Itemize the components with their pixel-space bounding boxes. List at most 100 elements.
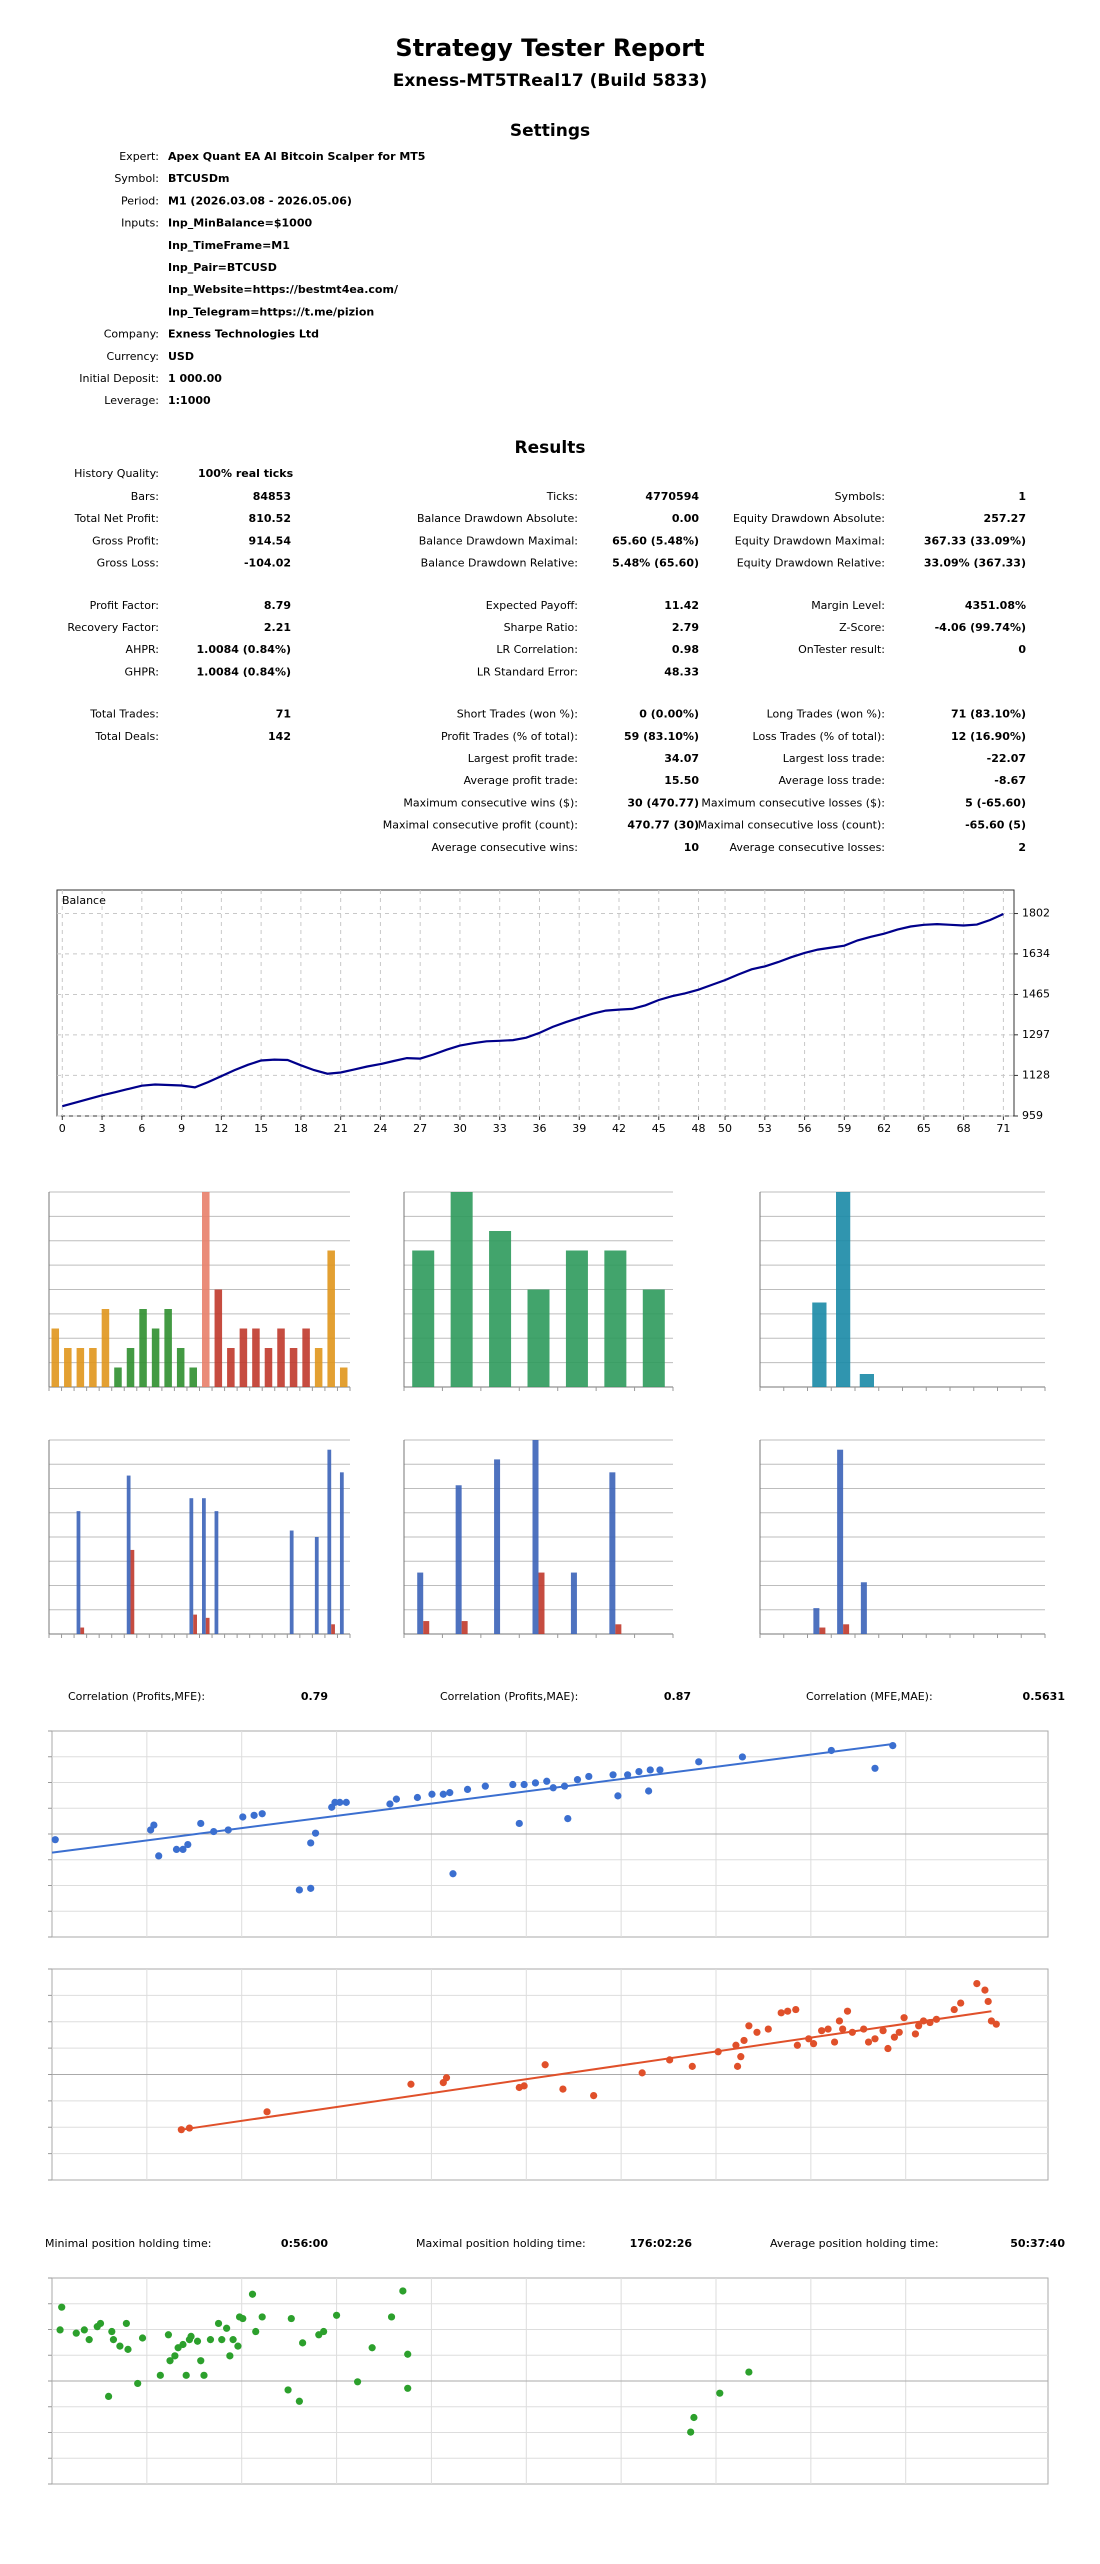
point (386, 1800, 394, 1808)
point (509, 1780, 517, 1789)
bar (314, 1537, 319, 1634)
report-subtitle: Exness-MT5TReal17 (Build 5833) (393, 71, 708, 91)
result-value: 2.79 (672, 621, 699, 634)
result-value: 34.07 (664, 752, 699, 765)
point (573, 1776, 582, 1784)
bar (489, 1231, 512, 1387)
point (687, 2428, 695, 2436)
point (295, 1886, 303, 1894)
bar (836, 1192, 851, 1387)
point (737, 2053, 745, 2061)
stat-label: Average position holding time: (770, 2237, 939, 2250)
point (104, 2392, 113, 2401)
settings-label: Company: (104, 328, 159, 341)
bar (176, 1348, 185, 1387)
settings-label: Inputs: (121, 217, 159, 230)
result-value: -4.06 (99.74%) (935, 621, 1026, 634)
result-label: Balance Drawdown Maximal: (419, 534, 578, 547)
x-tick-label: 45 (652, 1122, 666, 1135)
point (155, 1852, 163, 1860)
point (428, 1790, 436, 1798)
result-label: Maximum consecutive wins ($): (403, 796, 578, 809)
bar (327, 1250, 335, 1387)
stat-label: Correlation (Profits,MAE): (440, 1690, 578, 1703)
bar (339, 1472, 344, 1634)
bar (139, 1309, 147, 1387)
settings-value: Inp_MinBalance=$1000 (168, 217, 312, 230)
point (895, 2028, 903, 2036)
point (792, 2005, 800, 2014)
point (164, 2331, 173, 2339)
bar (239, 1328, 248, 1387)
y-tick-label: 1802 (1022, 907, 1050, 920)
bar (859, 1374, 874, 1387)
result-value: 11.42 (664, 599, 699, 612)
point (287, 2314, 295, 2323)
bar (277, 1328, 285, 1387)
bar (455, 1485, 462, 1634)
point (239, 1813, 247, 1821)
result-value: -65.60 (5) (965, 819, 1026, 832)
bar (331, 1624, 335, 1634)
point (879, 2027, 887, 2035)
point (843, 2007, 852, 2015)
result-value: 914.54 (249, 534, 292, 547)
point (911, 2030, 920, 2038)
point (234, 2342, 242, 2350)
x-tick-label: 65 (917, 1122, 931, 1135)
point (646, 1766, 654, 1774)
bar (76, 1348, 85, 1387)
point (481, 1782, 489, 1790)
point (809, 2040, 818, 2048)
stat-value: 0:56:00 (281, 2237, 328, 2250)
bar (609, 1472, 616, 1634)
result-value: 0 (0.00%) (639, 708, 699, 721)
bar (214, 1289, 223, 1387)
point (342, 1798, 350, 1806)
result-label: Loss Trades (% of total): (753, 730, 885, 743)
result-value: 10 (684, 841, 700, 854)
result-value: 100% real ticks (198, 467, 294, 480)
point (172, 1845, 181, 1854)
result-value: 71 (83.10%) (951, 708, 1026, 721)
x-tick-label: 59 (837, 1122, 851, 1135)
point (716, 2389, 724, 2397)
settings-label: Leverage: (104, 394, 159, 407)
result-label: LR Standard Error: (477, 665, 578, 678)
point (109, 2336, 118, 2344)
point (733, 2062, 742, 2070)
bar (302, 1328, 310, 1387)
result-value: 59 (83.10%) (624, 730, 699, 743)
point (656, 1766, 664, 1774)
point (72, 2329, 80, 2337)
stat-value: 0.87 (664, 1690, 691, 1703)
bar (193, 1614, 197, 1634)
point (248, 2290, 257, 2298)
result-value: 5.48% (65.60) (612, 557, 699, 570)
point (520, 2082, 528, 2090)
bar (450, 1192, 473, 1387)
result-label: Average consecutive wins: (431, 841, 578, 854)
bar (837, 1449, 844, 1634)
stat-label: Maximal position holding time: (416, 2237, 586, 2250)
bar (151, 1328, 160, 1387)
result-label: Total Deals: (94, 730, 159, 743)
point (116, 2342, 124, 2350)
y-tick-label: 1465 (1022, 987, 1050, 1000)
point (108, 2327, 116, 2336)
result-value: 0.98 (672, 643, 699, 656)
result-value: 5 (-65.60) (965, 796, 1026, 809)
point (353, 2378, 362, 2386)
point (449, 1870, 457, 1878)
point (413, 1793, 422, 1802)
result-label: Gross Profit: (92, 534, 159, 547)
point (239, 2314, 247, 2323)
point (122, 2319, 130, 2328)
result-label: Balance Drawdown Absolute: (417, 512, 578, 525)
y-tick-label: 1297 (1022, 1028, 1050, 1041)
bar (327, 1449, 332, 1634)
settings-value: Inp_Website=https://bestmt4ea.com/ (168, 283, 399, 296)
point (745, 2368, 753, 2376)
y-tick-label: 1634 (1022, 947, 1050, 960)
bar (80, 1627, 85, 1634)
